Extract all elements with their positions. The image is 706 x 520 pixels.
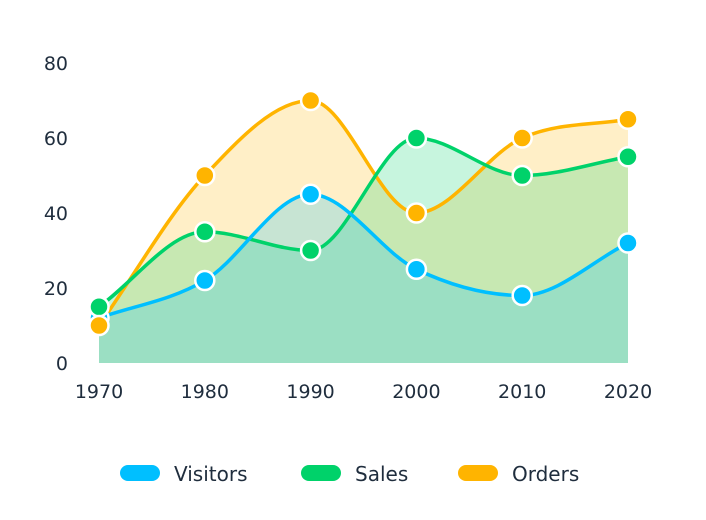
legend-label: Orders [512,462,579,486]
x-axis-ticks: 1970 1980 1990 2000 2010 2020 [75,381,652,403]
x-tick-label: 2020 [604,381,652,403]
series-markers [88,89,639,337]
x-tick-label: 1980 [181,381,229,403]
y-axis-ticks: 0 20 40 60 80 [44,53,68,375]
point-orders-1970[interactable] [88,314,110,337]
legend-swatch [301,465,341,481]
point-orders-2010[interactable] [511,127,533,149]
x-tick-label: 1970 [75,381,123,403]
point-visitors-2000[interactable] [405,258,428,280]
point-sales-1970[interactable] [88,296,110,318]
x-tick-label: 2010 [498,381,546,403]
y-tick-label: 0 [56,353,68,375]
point-sales-1980[interactable] [194,221,216,243]
legend-swatch [120,465,160,481]
point-sales-2000[interactable] [405,127,428,149]
point-visitors-1980[interactable] [194,269,216,292]
point-visitors-1990[interactable] [299,183,322,205]
y-tick-label: 20 [44,278,68,300]
y-tick-label: 40 [44,203,68,225]
x-tick-label: 2000 [392,381,440,403]
point-sales-1990[interactable] [299,239,322,262]
area-orders [99,100,628,363]
point-orders-1980[interactable] [194,164,216,187]
y-tick-label: 60 [44,128,68,150]
point-orders-1990[interactable] [299,89,322,112]
area-sales [99,138,628,363]
area-visitors [99,194,628,363]
legend-item-orders[interactable]: Orders [458,462,579,486]
point-visitors-2020[interactable] [617,232,639,254]
legend-label: Sales [355,462,408,486]
point-orders-2020[interactable] [617,108,639,130]
point-orders-2000[interactable] [405,202,428,224]
point-sales-2010[interactable] [511,164,533,187]
point-sales-2020[interactable] [617,146,639,168]
y-tick-label: 80 [44,53,68,75]
legend-swatch [458,465,498,481]
legend-item-visitors[interactable]: Visitors [120,462,248,486]
x-tick-label: 1990 [286,381,334,403]
point-visitors-2010[interactable] [511,284,533,307]
legend: Visitors Sales Orders [120,462,579,486]
legend-item-sales[interactable]: Sales [301,462,408,486]
series-areas [99,100,628,363]
legend-label: Visitors [174,462,248,486]
